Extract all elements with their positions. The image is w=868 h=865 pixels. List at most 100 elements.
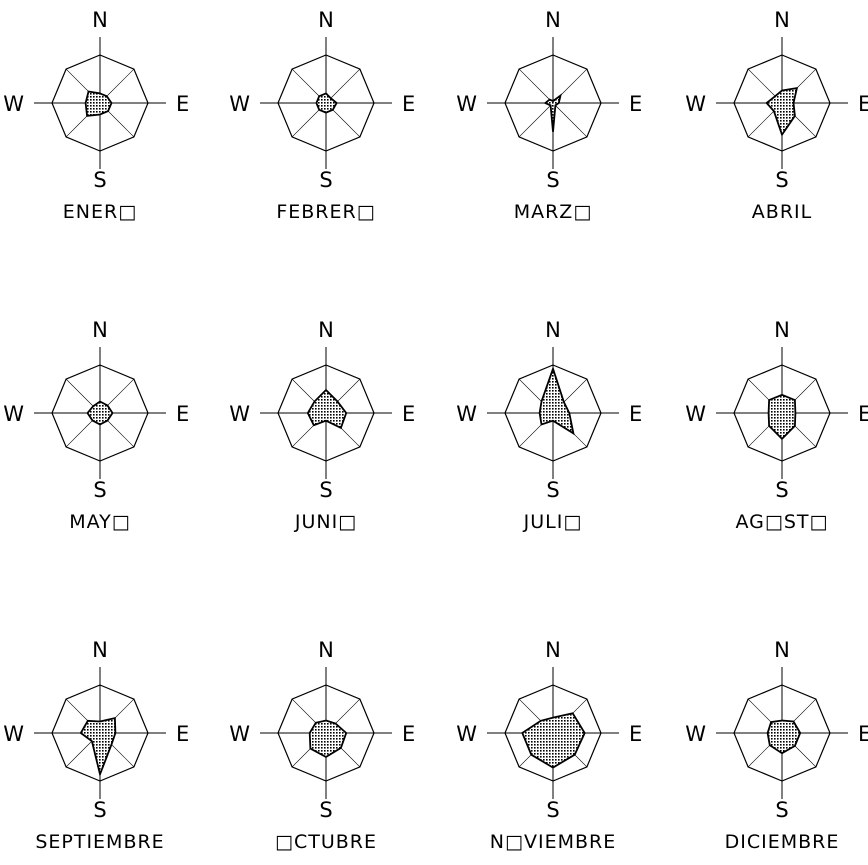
south-label: S bbox=[775, 478, 788, 502]
wind-rose-3: N S W E MARZ□ bbox=[456, 8, 642, 223]
data-point-nw bbox=[540, 720, 542, 722]
data-point-s bbox=[325, 112, 327, 114]
month-label: JUNI□ bbox=[294, 511, 357, 533]
data-point-w bbox=[80, 732, 82, 734]
data-point-nw bbox=[549, 99, 551, 101]
data-point-sw bbox=[318, 109, 320, 111]
data-point-n bbox=[99, 721, 101, 722]
data-point-w bbox=[521, 732, 523, 734]
data-point-n bbox=[781, 394, 783, 396]
data-point-s bbox=[325, 756, 327, 758]
west-label: W bbox=[456, 722, 477, 746]
south-label: S bbox=[93, 168, 106, 192]
data-point-sw bbox=[773, 110, 775, 112]
data-point-e bbox=[584, 732, 586, 734]
data-point-se bbox=[794, 425, 796, 427]
data-point-e bbox=[114, 732, 116, 734]
data-point-nw bbox=[541, 401, 542, 402]
month-label: ABRIL bbox=[752, 201, 812, 223]
data-point-n bbox=[99, 401, 101, 402]
data-point-ne bbox=[793, 721, 794, 722]
data-point-e bbox=[345, 412, 347, 414]
west-label: W bbox=[3, 722, 24, 746]
wind-rose-8: N S W E AG□ST□ bbox=[685, 318, 868, 533]
data-point-sw bbox=[309, 748, 311, 750]
east-label: E bbox=[402, 722, 415, 746]
west-label: W bbox=[685, 92, 706, 116]
south-label: S bbox=[775, 168, 788, 192]
wind-rose-12: N S W E DICIEMBRE bbox=[685, 638, 868, 853]
data-point-w bbox=[544, 102, 546, 104]
wind-frequency-polygon bbox=[765, 86, 799, 137]
data-point-sw bbox=[769, 744, 771, 746]
north-label: N bbox=[774, 8, 790, 32]
north-label: N bbox=[545, 8, 561, 32]
wind-frequency-polygon bbox=[767, 393, 797, 441]
data-point-w bbox=[539, 412, 541, 414]
data-point-s bbox=[99, 424, 101, 425]
month-label: AG□ST□ bbox=[736, 511, 829, 533]
east-label: E bbox=[858, 92, 868, 116]
east-label: E bbox=[176, 92, 189, 116]
wind-frequency-polygon bbox=[538, 366, 575, 436]
north-label: N bbox=[774, 318, 790, 342]
east-label: E bbox=[629, 92, 642, 116]
east-label: E bbox=[402, 402, 415, 426]
month-label: FEBRER□ bbox=[276, 201, 375, 223]
month-label: SEPTIEMBRE bbox=[35, 831, 164, 853]
wind-rose-11: N S W E N□VIEMBRE bbox=[456, 638, 642, 853]
north-label: N bbox=[545, 638, 561, 662]
data-point-s bbox=[552, 767, 554, 769]
data-point-nw bbox=[768, 399, 770, 401]
west-label: W bbox=[229, 92, 250, 116]
south-label: S bbox=[546, 798, 559, 822]
data-point-e bbox=[793, 102, 794, 104]
wind-rose-2: N S W E FEBRER□ bbox=[229, 8, 415, 223]
west-label: W bbox=[685, 402, 706, 426]
data-point-e bbox=[345, 732, 347, 734]
data-point-sw bbox=[91, 740, 93, 742]
north-label: N bbox=[318, 8, 334, 32]
north-label: N bbox=[318, 638, 334, 662]
data-point-s bbox=[99, 773, 101, 775]
month-label: □CTUBRE bbox=[275, 831, 377, 853]
data-point-nw bbox=[770, 721, 772, 723]
data-point-se bbox=[107, 420, 108, 421]
wind-rose-7: N S W E JULI□ bbox=[456, 318, 642, 533]
data-point-ne bbox=[794, 399, 796, 401]
west-label: W bbox=[229, 722, 250, 746]
east-label: E bbox=[629, 402, 642, 426]
data-point-se bbox=[574, 754, 576, 756]
data-point-e bbox=[558, 102, 560, 104]
data-point-ne bbox=[114, 717, 116, 719]
data-point-ne bbox=[337, 401, 338, 402]
west-label: W bbox=[456, 92, 477, 116]
north-label: N bbox=[92, 318, 108, 342]
wind-frequency-polygon bbox=[86, 400, 114, 426]
data-point-nw bbox=[92, 405, 94, 407]
data-point-s bbox=[325, 420, 327, 422]
data-point-ne bbox=[330, 97, 332, 99]
data-point-s bbox=[552, 131, 554, 133]
data-point-nw bbox=[318, 95, 320, 97]
data-point-w bbox=[307, 412, 309, 414]
data-point-n bbox=[781, 720, 783, 721]
wind-frequency-polygon bbox=[79, 716, 117, 778]
data-point-se bbox=[554, 104, 556, 106]
data-point-nw bbox=[314, 401, 315, 402]
data-point-n bbox=[781, 90, 783, 91]
wind-frequency-polygon bbox=[766, 719, 802, 755]
data-point-ne bbox=[335, 723, 336, 724]
month-label: JULI□ bbox=[523, 511, 583, 533]
data-point-s bbox=[781, 134, 783, 136]
data-point-se bbox=[340, 427, 342, 429]
month-label: DICIEMBRE bbox=[725, 831, 840, 853]
south-label: S bbox=[546, 478, 559, 502]
wind-frequency-polygon bbox=[521, 712, 586, 769]
west-label: W bbox=[3, 92, 24, 116]
data-point-se bbox=[572, 432, 574, 434]
data-point-w bbox=[309, 732, 311, 734]
data-point-sw bbox=[768, 425, 770, 427]
south-label: S bbox=[319, 168, 332, 192]
data-point-ne bbox=[107, 405, 108, 406]
